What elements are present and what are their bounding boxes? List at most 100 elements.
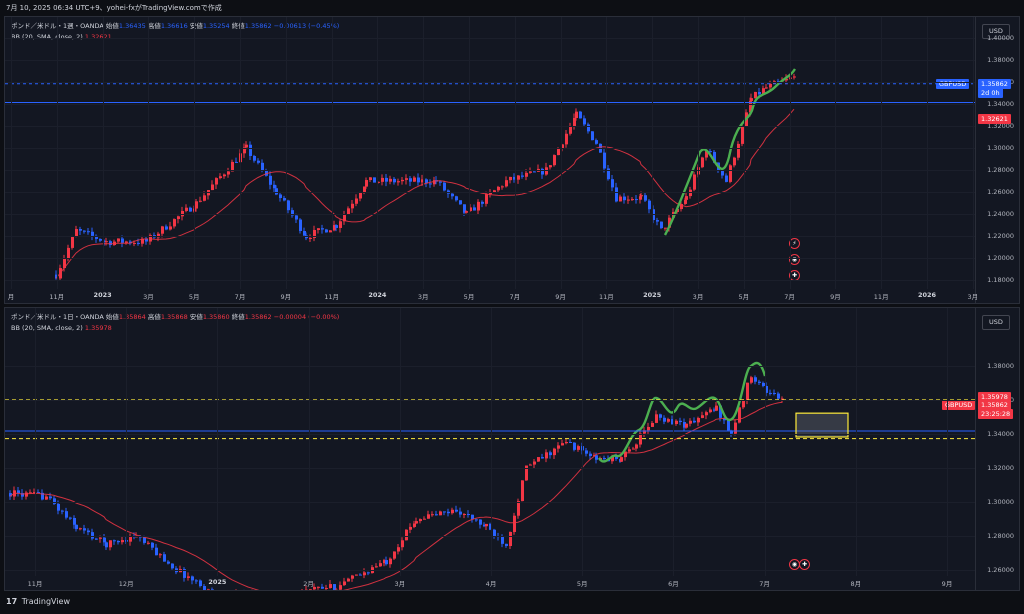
candle [485,194,488,204]
grid-line [5,214,975,216]
candle [742,400,745,408]
candle [671,419,674,424]
candle [397,547,400,552]
candle [769,392,772,394]
candle [279,194,282,199]
candle [379,563,382,567]
candle [577,446,580,450]
candle [489,523,492,530]
candle [762,382,765,386]
candle [393,178,396,183]
date-tick-label: 7月 [234,293,246,301]
candle [389,178,392,182]
candle [195,580,198,582]
candle [317,228,320,231]
candle [343,581,346,586]
candle [675,420,678,424]
candle [231,161,234,172]
bb-indicator-label: BB (20, SMA, close, 2) [11,33,83,41]
candle [133,536,136,538]
candle [701,415,704,418]
candle [21,493,24,497]
candle [343,214,346,222]
candle [429,183,432,185]
candle [573,117,576,127]
candle [529,171,532,173]
date-tick-label: 7月 [784,293,795,301]
candle [303,230,306,236]
weekly-price-scale[interactable]: USD 1.400001.380001.360001.340001.320001… [936,17,1020,303]
grid-line [5,258,975,260]
candle [243,147,246,154]
candle [377,181,380,183]
tradingview-brand: TradingView [21,597,71,606]
date-tick-label: 3月 [417,293,429,301]
candle [329,584,332,588]
bar-countdown-tag: 2d 0h [978,87,1003,98]
candle [283,198,286,201]
candle [701,157,704,168]
event-uk-flag-icon[interactable]: ✚ [799,559,810,570]
price-tick-label: 1.38000 [987,361,1014,370]
candle [133,242,136,244]
candle [679,420,682,423]
candle [754,377,757,382]
grid-line [698,17,699,289]
date-tick-label: 5月 [738,293,750,301]
candle [451,509,454,514]
daily-price-scale[interactable]: USD 1.380001.360001.340001.320001.300001… [942,308,1020,590]
price-tick-label: 1.34000 [987,100,1014,109]
candle [381,177,384,182]
weekly-chart-pane[interactable]: ポンド／米ドル・1週・OANDA 始値1.36435 高値1.36616 安値1… [4,16,1020,304]
candle [643,430,646,434]
candle [689,420,692,424]
candle [149,235,152,242]
candle [660,221,663,229]
date-tick-label: 7月 [509,293,521,301]
candle [635,199,638,201]
date-tick-label: 11月 [324,293,339,301]
candle [369,177,372,181]
candle [591,131,594,141]
bar-countdown-tag: 23:25:28 [978,408,1014,419]
candle [521,480,524,502]
daily-chart-canvas[interactable]: ポンド／米ドル・1日・OANDA 始値1.35864 高値1.35868 安値1… [5,308,975,590]
candle [117,238,120,242]
candle [721,170,724,176]
bb-value-tag: 1.35978 [978,391,1011,402]
candle [185,207,188,211]
candle [765,385,768,393]
candle [729,165,732,182]
candle [443,182,446,191]
price-tick-label: 1.34000 [987,429,1014,438]
candle [754,91,757,99]
grid-line [5,82,975,84]
event-us-flag-icon[interactable]: ◉ [789,254,800,265]
candle [135,536,138,538]
tradingview-footer: 17 TradingView [6,597,70,606]
date-tick-label: 9月 [941,580,953,588]
event-flash-icon[interactable]: ⚡ [789,238,800,249]
candle [87,530,90,533]
candle [141,238,144,244]
currency-button[interactable]: USD [982,315,1010,330]
candle [91,231,94,236]
candle [447,511,450,514]
candle [489,192,492,195]
candle [439,511,442,516]
candle [181,210,184,217]
daily-chart-pane[interactable]: ポンド／米ドル・1日・OANDA 始値1.35864 高値1.35868 安値1… [4,307,1020,591]
candle [611,456,614,462]
candle [485,523,488,527]
candle [125,241,128,243]
candle [777,81,780,83]
candle [87,231,90,233]
grid-line [855,308,857,576]
candle [684,199,687,204]
currency-button[interactable]: USD [982,24,1010,39]
wave-drawing [663,68,797,236]
candle [469,207,472,212]
candle [73,517,76,525]
date-tick-label: 11月 [599,293,614,301]
candle [513,176,516,180]
